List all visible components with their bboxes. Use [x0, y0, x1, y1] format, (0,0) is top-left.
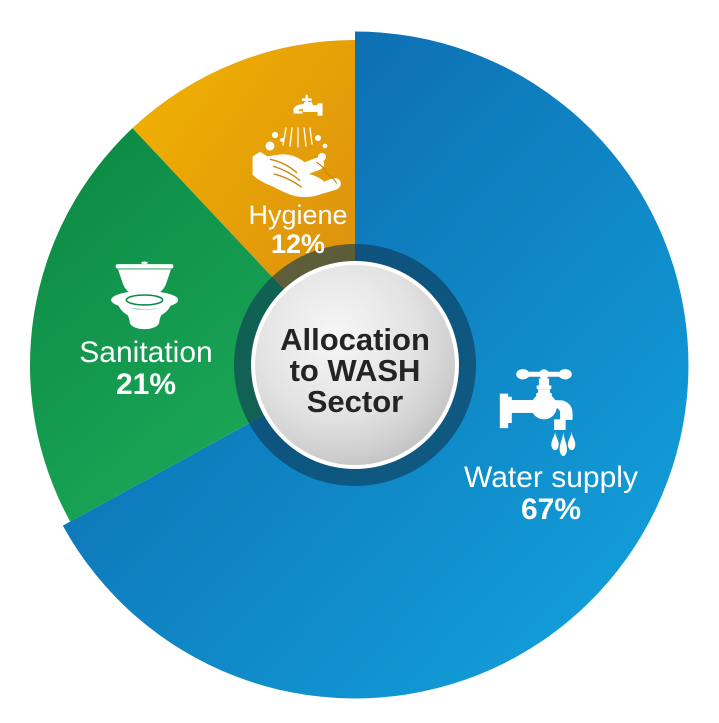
svg-text:12%: 12% [271, 229, 325, 259]
svg-text:Water supply: Water supply [464, 461, 638, 494]
svg-text:to WASH: to WASH [290, 353, 421, 388]
svg-text:Sector: Sector [307, 384, 403, 419]
svg-text:Hygiene: Hygiene [248, 200, 347, 230]
svg-text:Allocation: Allocation [280, 322, 430, 357]
svg-text:67%: 67% [521, 493, 581, 526]
svg-text:Sanitation: Sanitation [79, 336, 212, 369]
svg-text:21%: 21% [116, 368, 176, 401]
